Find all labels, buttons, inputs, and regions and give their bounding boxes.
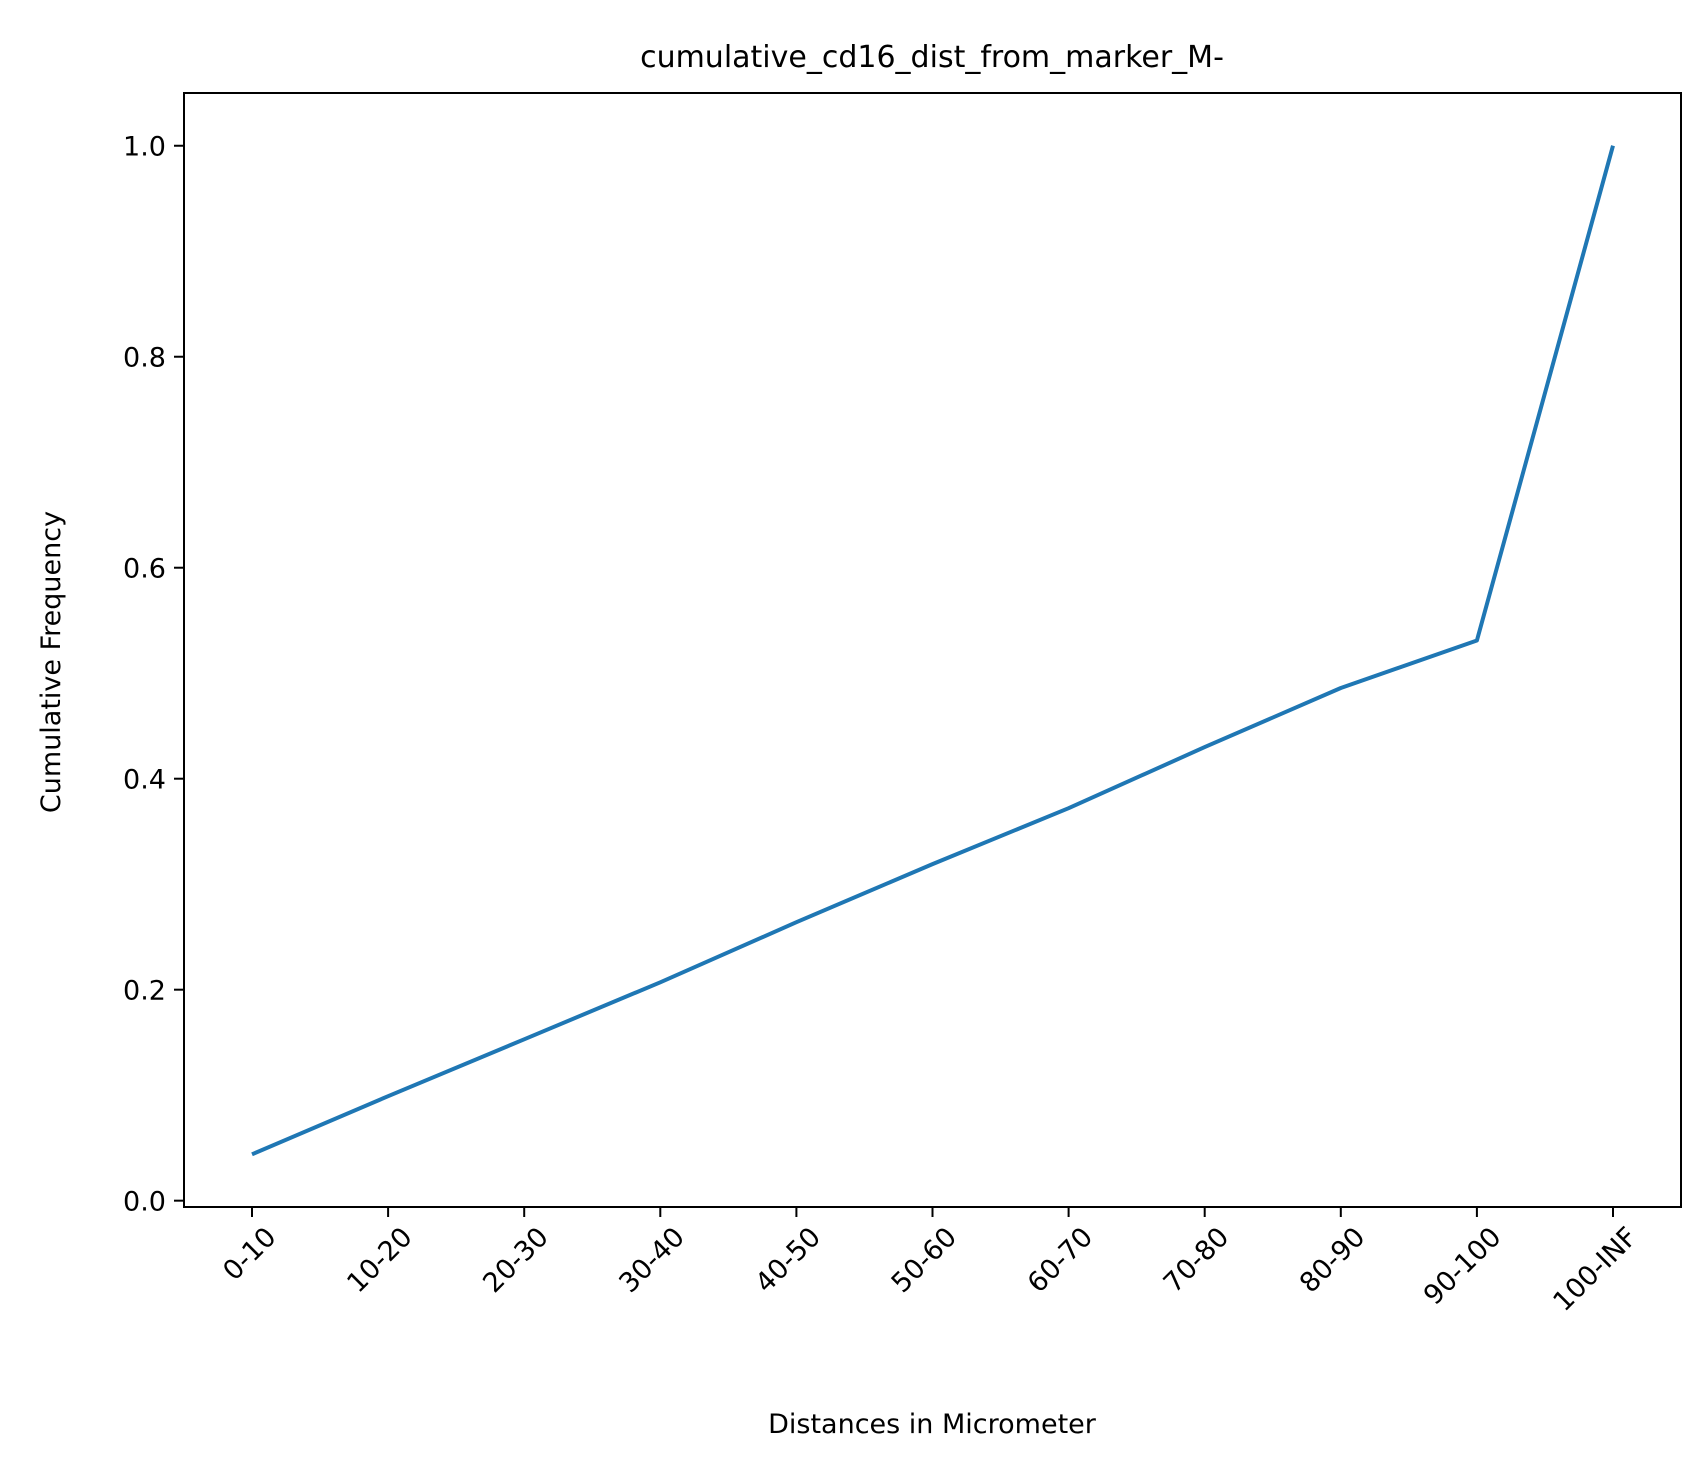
y-tick-label: 0.8 [123, 343, 166, 374]
y-tick-label: 0.2 [123, 976, 166, 1007]
y-tick-label: 0.0 [123, 1187, 166, 1218]
y-axis-label: Cumulative Frequency [36, 511, 67, 813]
y-tick-label: 0.4 [123, 765, 166, 796]
x-axis-label: Distances in Micrometer [768, 1409, 1097, 1440]
y-tick-label: 1.0 [123, 132, 166, 163]
y-tick-label: 0.6 [123, 554, 166, 585]
series-line-0 [251, 145, 1615, 1157]
chart-title: cumulative_cd16_dist_from_marker_M- [640, 40, 1224, 75]
